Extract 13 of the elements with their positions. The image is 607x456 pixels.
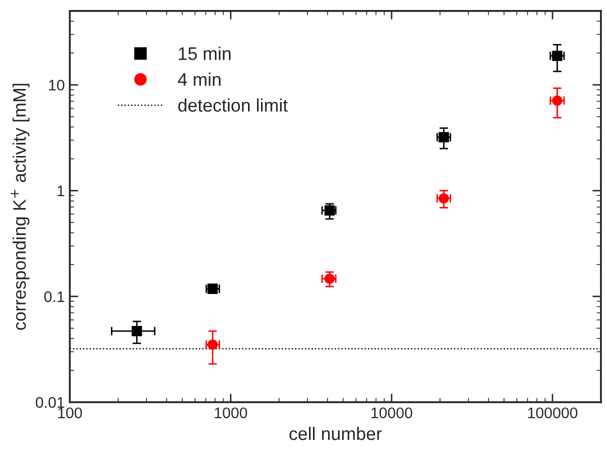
x-tick-label: 100000 bbox=[528, 407, 578, 418]
y-axis-title: corresponding K$^{+}$ activity [mM] bbox=[10, 84, 30, 330]
x-axis-title: cell number bbox=[289, 426, 382, 440]
y-tick-label: 0.1 bbox=[44, 291, 64, 302]
legend-label: 4 min bbox=[178, 72, 220, 86]
y-tick-label: 1 bbox=[58, 186, 64, 196]
x-tick-label: 1000 bbox=[214, 407, 248, 418]
legend-label: 15 min bbox=[178, 46, 231, 60]
x-tick-label: 100 bbox=[58, 407, 82, 418]
y-tick-label: 0.01 bbox=[36, 397, 64, 408]
legend-label: detection limit bbox=[178, 98, 288, 112]
y-tick-label: 10 bbox=[49, 80, 64, 91]
x-tick-label: 10000 bbox=[372, 407, 412, 418]
